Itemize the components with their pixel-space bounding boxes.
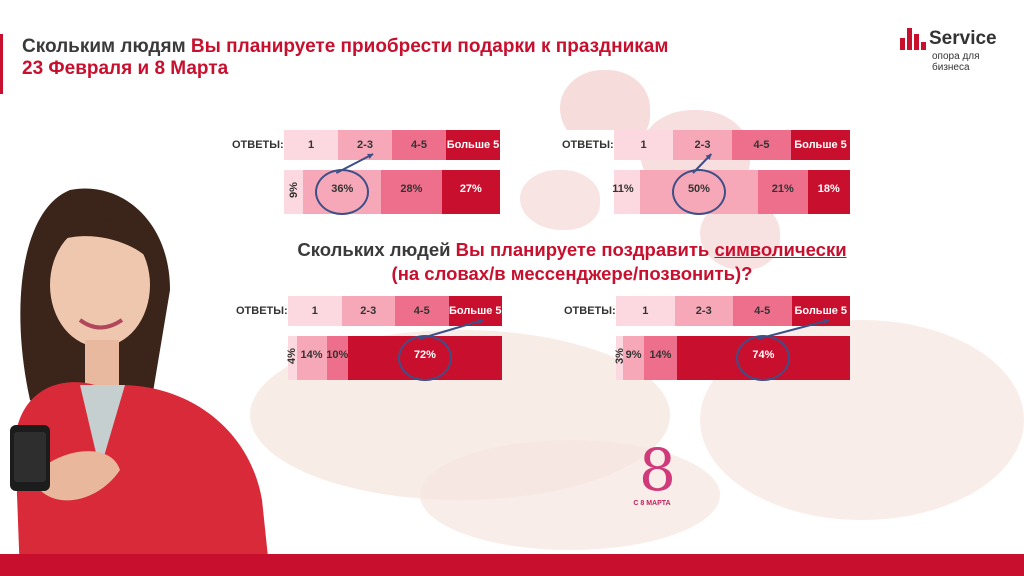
- logo-bar-mark: [921, 42, 926, 50]
- category-header-cell: 1: [288, 296, 342, 326]
- subtitle-part1: Скольких людей: [297, 239, 456, 260]
- logo-bar-mark: [914, 34, 919, 50]
- answers-header-label: ОТВЕТЫ:: [560, 296, 616, 326]
- category-header-cell: 1: [616, 296, 675, 326]
- category-header-cell: Больше 5: [791, 296, 850, 326]
- bar-segment: [807, 170, 850, 214]
- subtitle-underlined: символически: [714, 239, 847, 260]
- category-header-cell: 4-5: [392, 130, 446, 160]
- highlight-arrow: [692, 153, 713, 174]
- category-header-cell: 4-5: [733, 296, 792, 326]
- rose-decoration: [520, 170, 600, 230]
- page-title: Скольким людям Вы планируете приобрести …: [22, 36, 822, 80]
- section-subtitle: Скольких людей Вы планируете поздравить …: [232, 238, 912, 286]
- logo-name: Service: [929, 28, 997, 49]
- badge-caption: С 8 МАРТА: [633, 500, 671, 507]
- category-header-cell: 4-5: [395, 296, 449, 326]
- subtitle-line2: (на словах/в мессенджере/позвонить)?: [391, 263, 753, 284]
- logo-bar-mark: [900, 38, 905, 50]
- category-header-cell: Больше 5: [791, 130, 850, 160]
- category-header-cell: 2-3: [673, 130, 732, 160]
- service-logo: Service опора для бизнеса: [898, 24, 1018, 73]
- woman-with-phone-photo: [10, 188, 270, 576]
- highlight-circle: [671, 169, 726, 215]
- bar-segment: [757, 170, 808, 214]
- march-8-badge: 8 С 8 МАРТА: [612, 432, 692, 522]
- highlight-arrow: [757, 318, 830, 340]
- title-part1: Скольким людям: [22, 36, 191, 57]
- bar-value-label: 14%: [649, 349, 672, 361]
- answers-header-label: ОТВЕТЫ:: [558, 130, 614, 160]
- bar-segment: [381, 170, 442, 214]
- title-accent-bar: [0, 34, 3, 94]
- bar-segment: [614, 170, 640, 214]
- category-header-cell: Больше 5: [446, 130, 500, 160]
- category-header-cell: Больше 5: [448, 296, 502, 326]
- category-header-cell: 4-5: [732, 130, 791, 160]
- bar-value-label: 28%: [400, 183, 423, 195]
- chart-symbolic-left: ОТВЕТЫ: 1 2-3 4-5 Больше 5 4% 14% 10% 72%: [232, 296, 502, 382]
- bar-value-label: 9%: [625, 349, 642, 361]
- hand-bottom-decoration: [420, 440, 720, 550]
- bar-segment: [288, 336, 297, 380]
- bar-value-label: 10%: [326, 349, 349, 361]
- bar-segment: [644, 336, 677, 380]
- bar-value-label: 18%: [817, 183, 840, 195]
- bar-value-label: 27%: [459, 183, 482, 195]
- bar-value-label: 14%: [300, 349, 323, 361]
- category-header-cell: 2-3: [338, 130, 392, 160]
- highlight-circle: [397, 335, 452, 381]
- subtitle-part2: Вы планируете поздравить: [455, 239, 715, 260]
- footer-bar: [0, 554, 1024, 576]
- bar-segment: [441, 170, 500, 214]
- badge-digit: 8: [639, 436, 676, 504]
- chart-gifts-right: ОТВЕТЫ: 1 2-3 4-5 Больше 5 11% 50% 21% 18%: [558, 130, 850, 216]
- bar-value-label: 21%: [771, 183, 794, 195]
- highlight-circle: [736, 335, 791, 381]
- chart-symbolic-right: ОТВЕТЫ: 1 2-3 4-5 Больше 5 3% 9% 14% 74%: [560, 296, 850, 382]
- title-line2: 23 Февраля и 8 Марта: [22, 58, 229, 79]
- chart-gifts-left: ОТВЕТЫ: 1 2-3 4-5 Больше 5 9% 36% 28% 27%: [228, 130, 500, 216]
- category-header-cell: 2-3: [341, 296, 395, 326]
- title-part2: Вы планируете приобрести подарки к празд…: [190, 36, 669, 57]
- bar-segment: [296, 336, 327, 380]
- bar-segment: [326, 336, 348, 380]
- bar-segment: [284, 170, 304, 214]
- bar-segment: [623, 336, 645, 380]
- category-header-cell: 1: [614, 130, 673, 160]
- category-header-cell: 1: [284, 130, 338, 160]
- bar-segment: [616, 336, 624, 380]
- logo-tagline: опора для бизнеса: [932, 51, 980, 73]
- highlight-arrow: [418, 318, 484, 340]
- logo-bar-mark: [907, 28, 912, 50]
- category-header-cell: 2-3: [674, 296, 733, 326]
- answers-header-label: ОТВЕТЫ:: [232, 296, 288, 326]
- answers-header-label: ОТВЕТЫ:: [228, 130, 284, 160]
- highlight-arrow: [335, 153, 374, 174]
- bar-value-label: 11%: [612, 183, 634, 195]
